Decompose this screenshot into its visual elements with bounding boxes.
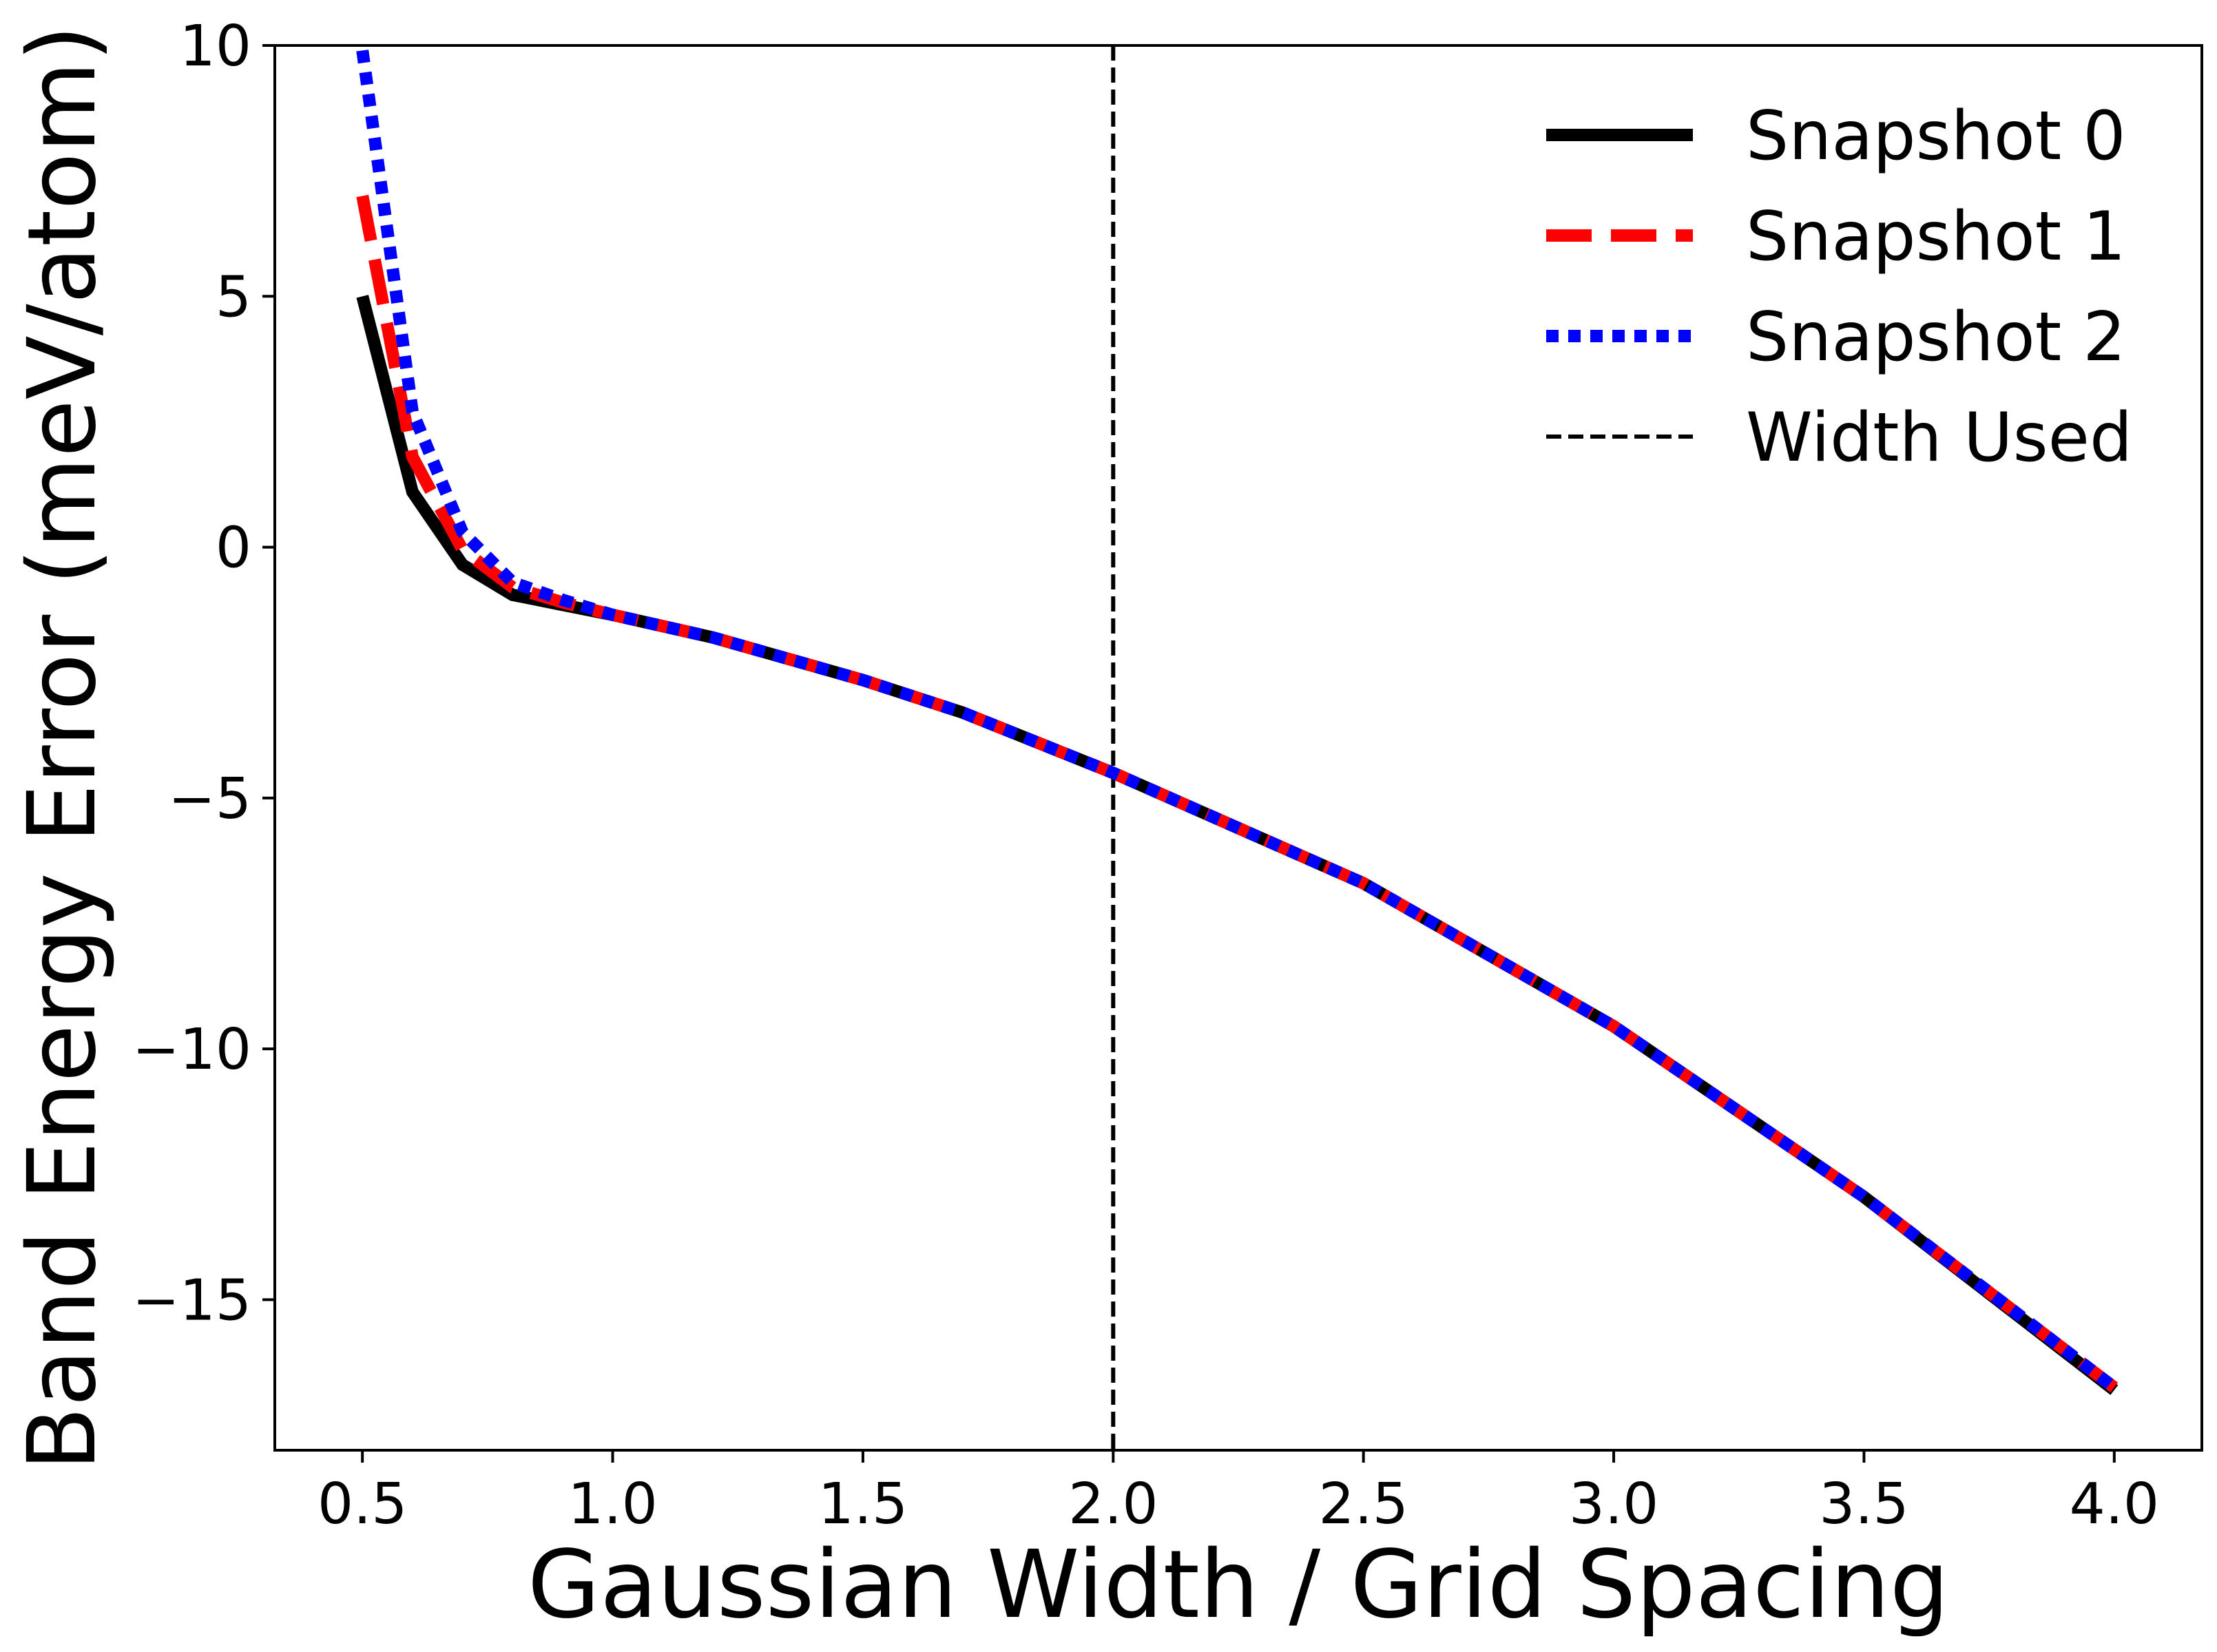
y-tick-label: −15	[132, 1268, 251, 1333]
legend-label: Snapshot 0	[1746, 97, 2126, 176]
series-line-snapshot-2	[356, 50, 2119, 1393]
x-tick-label: 1.0	[568, 1472, 657, 1537]
x-tick-label: 2.5	[1318, 1472, 1408, 1537]
plot-frame	[273, 44, 2203, 1452]
plot-lines	[356, 45, 2119, 1450]
legend-label: Width Used	[1746, 399, 2132, 477]
x-tick-label: 1.5	[818, 1472, 908, 1537]
y-tick-label: 5	[216, 264, 251, 330]
y-tick-label: 0	[216, 516, 251, 581]
x-tick-label: 3.5	[1819, 1472, 1908, 1537]
x-tick-label: 0.5	[318, 1472, 407, 1537]
x-tick-label: 4.0	[2070, 1472, 2159, 1537]
x-axis-ticks: 0.5 1.0 1.5 2.0 2.5 3.0 3.5 4.0	[318, 1450, 2159, 1537]
series-line-snapshot-1	[356, 194, 2119, 1393]
x-axis-label: Gaussian Width / Grid Spacing	[528, 1531, 1949, 1640]
x-tick-label: 2.0	[1068, 1472, 1158, 1537]
x-tick-label: 3.0	[1569, 1472, 1658, 1537]
y-tick-label: −5	[168, 766, 251, 832]
y-axis-ticks: 10 5 0 −5 −10 −15	[132, 14, 275, 1333]
legend-label: Snapshot 1	[1746, 198, 2126, 276]
legend: Snapshot 0 Snapshot 1 Snapshot 2 Width Used	[1546, 97, 2132, 477]
y-tick-label: −10	[132, 1017, 251, 1083]
y-tick-label: 10	[180, 14, 251, 79]
y-axis-label: Band Energy Error (meV/atom)	[8, 25, 117, 1471]
legend-label: Snapshot 2	[1746, 298, 2126, 377]
